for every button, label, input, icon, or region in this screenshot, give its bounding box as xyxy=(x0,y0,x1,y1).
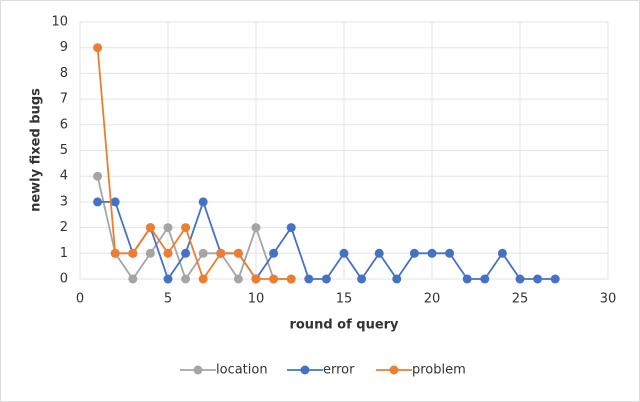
y-tick-label: 7 xyxy=(60,92,68,107)
series-line xyxy=(96,175,292,281)
data-point xyxy=(128,248,138,258)
data-point xyxy=(286,274,296,284)
data-point xyxy=(145,248,155,258)
data-point xyxy=(550,274,560,284)
data-point xyxy=(427,248,437,258)
y-tick-label: 3 xyxy=(60,194,68,209)
data-point xyxy=(198,248,208,258)
legend-marker xyxy=(300,365,310,375)
data-point xyxy=(216,248,226,258)
x-tick-label: 5 xyxy=(164,292,172,307)
data-point xyxy=(251,274,261,284)
data-point xyxy=(357,274,367,284)
x-tick-label: 25 xyxy=(512,292,529,307)
data-point xyxy=(515,274,525,284)
data-point xyxy=(339,248,349,258)
data-point xyxy=(93,171,103,181)
data-point xyxy=(374,248,384,258)
x-tick-label: 30 xyxy=(600,292,617,307)
y-tick-label: 4 xyxy=(60,169,68,184)
data-point xyxy=(181,274,191,284)
data-point xyxy=(145,223,155,233)
y-tick-label: 5 xyxy=(60,143,68,158)
data-point xyxy=(93,197,103,207)
data-point xyxy=(110,197,120,207)
data-point xyxy=(198,197,208,207)
data-point xyxy=(128,274,138,284)
data-point xyxy=(304,274,314,284)
data-point xyxy=(163,248,173,258)
data-point xyxy=(480,274,490,284)
legend-marker xyxy=(389,365,399,375)
y-tick-label: 2 xyxy=(60,220,68,235)
y-tick-label: 0 xyxy=(60,272,68,287)
data-point xyxy=(181,248,191,258)
data-point xyxy=(233,274,243,284)
data-point xyxy=(181,223,191,233)
data-point xyxy=(163,274,173,284)
data-point xyxy=(392,274,402,284)
y-tick-label: 6 xyxy=(60,117,68,132)
x-tick-label: 0 xyxy=(76,292,84,307)
y-tick-label: 9 xyxy=(60,40,68,55)
x-tick-label: 15 xyxy=(336,292,353,307)
y-tick-label: 10 xyxy=(51,15,68,30)
data-point xyxy=(233,248,243,258)
x-tick-label: 10 xyxy=(248,292,265,307)
data-point xyxy=(110,248,120,258)
data-point xyxy=(533,274,543,284)
data-point xyxy=(198,274,208,284)
data-point xyxy=(462,274,472,284)
y-tick-label: 8 xyxy=(60,66,68,81)
data-point xyxy=(251,223,261,233)
data-point xyxy=(93,43,103,53)
data-point xyxy=(269,248,279,258)
legend-label: error xyxy=(323,363,355,378)
y-tick-label: 1 xyxy=(60,246,68,261)
legend-label: location xyxy=(216,363,268,378)
data-point xyxy=(321,274,331,284)
legend-marker xyxy=(193,365,203,375)
legend-label: problem xyxy=(412,363,466,378)
x-axis-label: round of query xyxy=(289,318,399,333)
data-point xyxy=(286,223,296,233)
data-point xyxy=(445,248,455,258)
data-point xyxy=(497,248,507,258)
y-axis-label: newly fixed bugs xyxy=(29,88,44,212)
data-point xyxy=(269,274,279,284)
data-point xyxy=(409,248,419,258)
x-tick-label: 20 xyxy=(424,292,441,307)
data-point xyxy=(163,223,173,233)
